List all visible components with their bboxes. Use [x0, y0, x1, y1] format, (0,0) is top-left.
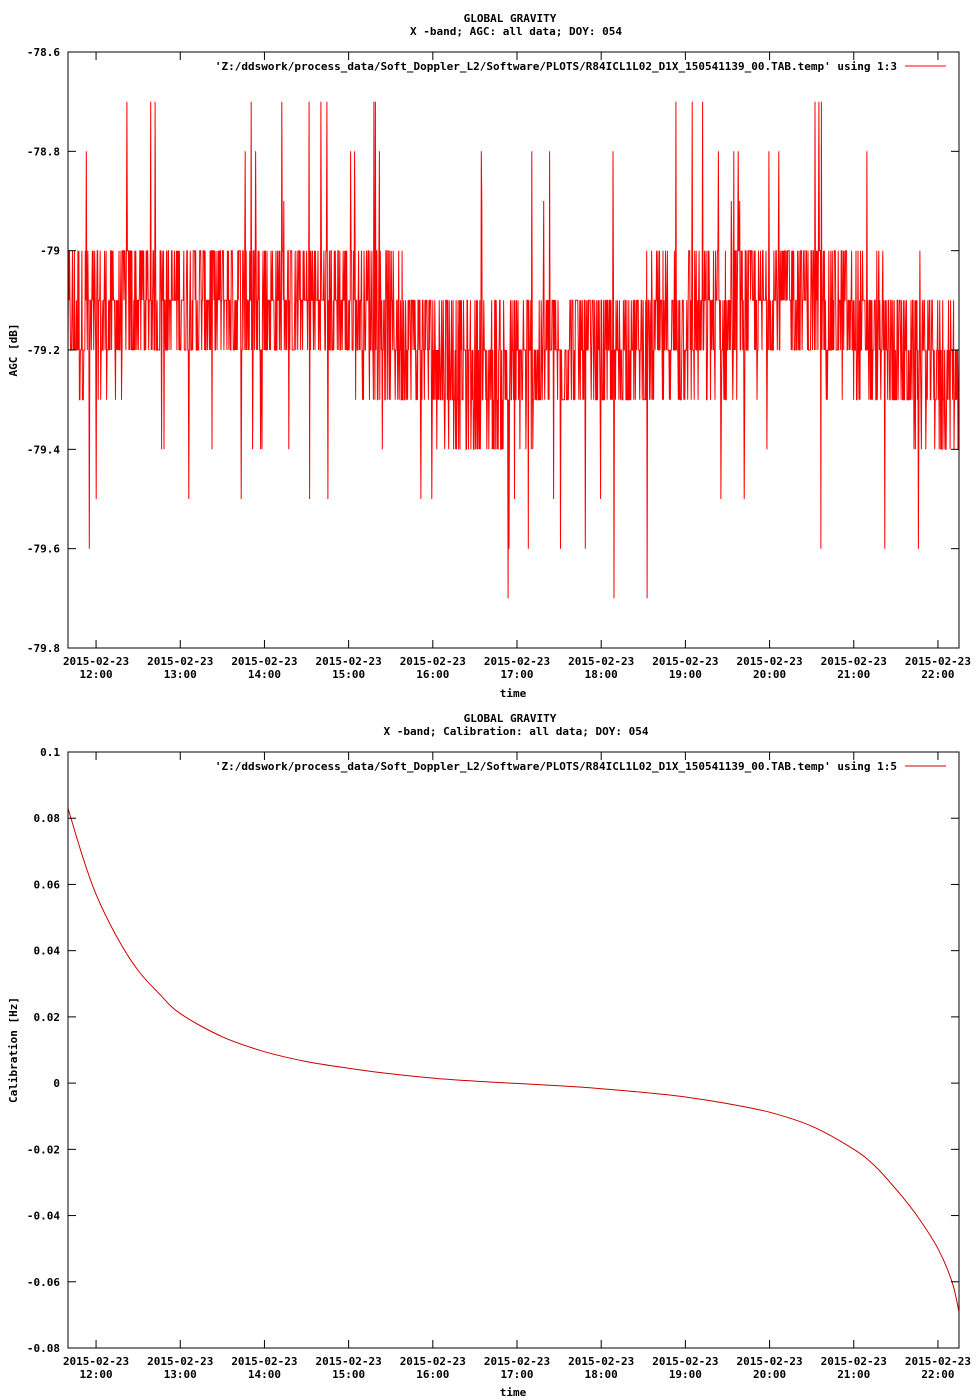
y-tick-label: -79.8 — [27, 642, 60, 655]
y-axis-label: Calibration [Hz] — [7, 997, 20, 1103]
y-tick-label: -78.6 — [27, 46, 60, 59]
series-line — [67, 101, 960, 599]
x-tick-date: 2015-02-23 — [316, 1355, 382, 1368]
x-tick-time: 21:00 — [837, 1368, 870, 1381]
x-tick-date: 2015-02-23 — [400, 1355, 466, 1368]
x-axis-label: time — [500, 687, 527, 700]
x-tick-time: 16:00 — [416, 1368, 449, 1381]
x-tick-date: 2015-02-23 — [63, 1355, 129, 1368]
chart-subtitle: X -band; AGC: all data; DOY: 054 — [410, 25, 622, 38]
x-tick-date: 2015-02-23 — [147, 1355, 213, 1368]
x-tick-time: 19:00 — [669, 1368, 702, 1381]
calibration-chart: GLOBAL GRAVITY X -band; Calibration: all… — [7, 712, 971, 1399]
x-tick-time: 18:00 — [585, 1368, 618, 1381]
x-tick-time: 12:00 — [80, 668, 113, 681]
x-tick-time: 18:00 — [585, 668, 618, 681]
legend-label: 'Z:/ddswork/process_data/Soft_Doppler_L2… — [215, 760, 897, 773]
x-tick-time: 17:00 — [500, 668, 533, 681]
x-tick-date: 2015-02-23 — [736, 655, 802, 668]
x-tick-time: 21:00 — [837, 668, 870, 681]
x-tick-date: 2015-02-23 — [736, 1355, 802, 1368]
x-tick-time: 13:00 — [164, 1368, 197, 1381]
x-tick-date: 2015-02-23 — [231, 655, 297, 668]
x-tick-date: 2015-02-23 — [231, 1355, 297, 1368]
y-tick-label: -79 — [40, 245, 60, 258]
x-tick-date: 2015-02-23 — [568, 655, 634, 668]
y-tick-label: -0.02 — [27, 1143, 60, 1156]
series-line — [67, 808, 960, 1312]
x-tick-time: 12:00 — [80, 1368, 113, 1381]
x-tick-date: 2015-02-23 — [63, 655, 129, 668]
x-tick-date: 2015-02-23 — [568, 1355, 634, 1368]
y-tick-label: -79.6 — [27, 543, 60, 556]
plot-frame — [67, 751, 960, 1349]
y-tick-label: 0 — [53, 1077, 60, 1090]
axes: -78.6-78.8-79-79.2-79.4-79.6-79.82015-02… — [27, 46, 971, 681]
x-tick-time: 14:00 — [248, 668, 281, 681]
y-tick-label: -79.4 — [27, 443, 60, 456]
x-axis-label: time — [500, 1386, 527, 1399]
y-tick-label: -79.2 — [27, 344, 60, 357]
y-tick-label: -78.8 — [27, 145, 60, 158]
plot-area — [67, 808, 960, 1312]
x-tick-time: 16:00 — [416, 668, 449, 681]
y-tick-label: -0.04 — [27, 1210, 60, 1223]
x-tick-date: 2015-02-23 — [821, 655, 887, 668]
x-tick-time: 15:00 — [332, 1368, 365, 1381]
x-tick-time: 22:00 — [921, 1368, 954, 1381]
x-tick-date: 2015-02-23 — [905, 1355, 971, 1368]
y-axis-label: AGC [dB] — [7, 324, 20, 377]
x-tick-time: 19:00 — [669, 668, 702, 681]
x-tick-date: 2015-02-23 — [400, 655, 466, 668]
y-tick-label: 0.02 — [34, 1011, 61, 1024]
x-tick-time: 15:00 — [332, 668, 365, 681]
x-tick-date: 2015-02-23 — [484, 655, 550, 668]
plot-area — [67, 101, 960, 599]
y-tick-label: 0.04 — [34, 945, 61, 958]
y-tick-label: 0.1 — [40, 746, 60, 759]
y-tick-label: -0.06 — [27, 1276, 60, 1289]
agc-chart: GLOBAL GRAVITY X -band; AGC: all data; D… — [7, 12, 971, 700]
x-tick-date: 2015-02-23 — [147, 655, 213, 668]
chart-subtitle: X -band; Calibration: all data; DOY: 054 — [384, 725, 649, 738]
x-tick-date: 2015-02-23 — [484, 1355, 550, 1368]
x-tick-time: 20:00 — [753, 1368, 786, 1381]
x-tick-date: 2015-02-23 — [316, 655, 382, 668]
x-tick-time: 17:00 — [500, 1368, 533, 1381]
x-tick-date: 2015-02-23 — [905, 655, 971, 668]
chart-title: GLOBAL GRAVITY — [464, 712, 557, 725]
y-tick-label: 0.06 — [34, 878, 61, 891]
x-tick-date: 2015-02-23 — [652, 655, 718, 668]
chart-title: GLOBAL GRAVITY — [464, 12, 557, 25]
x-tick-time: 14:00 — [248, 1368, 281, 1381]
x-tick-date: 2015-02-23 — [821, 1355, 887, 1368]
y-tick-label: 0.08 — [34, 812, 61, 825]
x-tick-time: 13:00 — [164, 668, 197, 681]
x-tick-time: 22:00 — [921, 668, 954, 681]
x-tick-date: 2015-02-23 — [652, 1355, 718, 1368]
y-tick-label: -0.08 — [27, 1342, 60, 1355]
axes: 0.1 0.08 0.06 0.04 0.02 0 -0.02 -0.04 -0.06 -0.08… — [27, 746, 971, 1381]
x-tick-time: 20:00 — [753, 668, 786, 681]
legend-label: 'Z:/ddswork/process_data/Soft_Doppler_L2… — [215, 60, 897, 73]
